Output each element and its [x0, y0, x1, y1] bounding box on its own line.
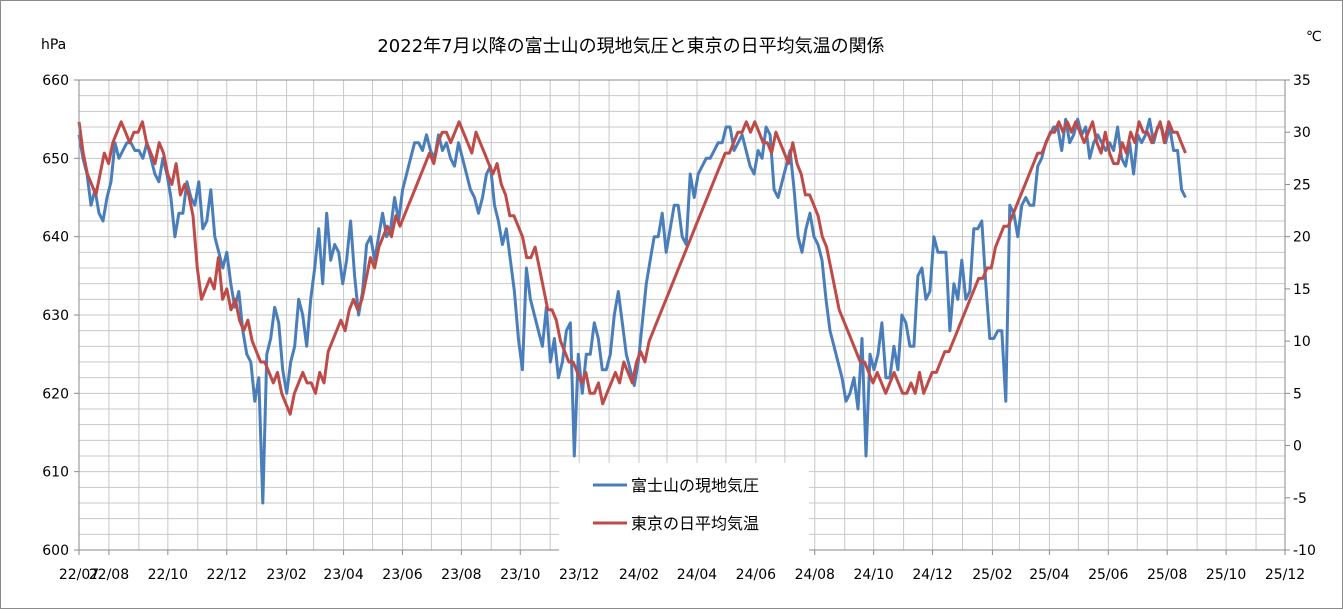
left-tick-label: 640	[42, 230, 69, 246]
x-tick-label: 22/07	[59, 567, 99, 583]
x-tick-label: 23/08	[441, 567, 481, 583]
axes: 600 610 620 630 640 650 660 -10 -5 0 5 10 15 20 25 30 35…	[42, 73, 1316, 583]
right-tick-label: 25	[1293, 177, 1311, 193]
left-axis-unit: hPa	[41, 37, 66, 53]
right-tick-label: -5	[1293, 491, 1307, 507]
x-tick-label: 23/02	[266, 567, 306, 583]
right-tick-label: 5	[1293, 386, 1302, 402]
left-tick-label: 600	[42, 543, 69, 559]
left-tick-label: 630	[42, 308, 69, 324]
right-axis-unit: ℃	[1306, 29, 1322, 45]
x-tick-label: 24/04	[677, 567, 717, 583]
left-tick-label: 620	[42, 386, 69, 402]
x-tick-label: 22/10	[148, 567, 188, 583]
x-tick-label: 24/12	[912, 567, 952, 583]
right-tick-label: 15	[1293, 282, 1311, 298]
x-tick-label: 22/12	[207, 567, 247, 583]
chart-title: 2022年7月以降の富士山の現地気圧と東京の日平均気温の関係	[377, 36, 884, 57]
legend-label-temperature: 東京の日平均気温	[631, 514, 759, 533]
x-tick-label: 23/12	[559, 567, 599, 583]
x-tick-label: 23/04	[323, 567, 363, 583]
right-tick-label: -10	[1293, 543, 1316, 559]
x-tick-label: 24/08	[795, 567, 835, 583]
x-tick-label: 23/10	[500, 567, 540, 583]
left-tick-label: 660	[42, 73, 69, 89]
right-tick-label: 30	[1293, 125, 1311, 141]
x-tick-label: 25/08	[1147, 567, 1187, 583]
left-tick-label: 650	[42, 151, 69, 167]
x-tick-label: 23/06	[382, 567, 422, 583]
right-tick-label: 35	[1293, 73, 1311, 89]
x-tick-label: 25/02	[972, 567, 1012, 583]
right-tick-label: 0	[1293, 439, 1302, 455]
legend: 富士山の現地気圧 東京の日平均気温	[559, 463, 809, 555]
x-tick-label: 24/10	[853, 567, 893, 583]
x-tick-label: 24/06	[736, 567, 776, 583]
right-tick-label: 10	[1293, 334, 1311, 350]
left-tick-label: 610	[42, 465, 69, 481]
x-tick-label: 25/06	[1088, 567, 1128, 583]
right-tick-label: 20	[1293, 230, 1311, 246]
legend-box	[559, 463, 809, 555]
series-layer	[77, 117, 1187, 505]
x-tick-label: 25/10	[1206, 567, 1246, 583]
x-tick-label: 25/12	[1265, 567, 1305, 583]
legend-label-pressure: 富士山の現地気圧	[631, 476, 759, 495]
x-tick-label: 22/08	[89, 567, 129, 583]
x-tick-label: 24/02	[619, 567, 659, 583]
series-line-temperature	[77, 120, 1187, 416]
x-tick-label: 25/04	[1029, 567, 1069, 583]
